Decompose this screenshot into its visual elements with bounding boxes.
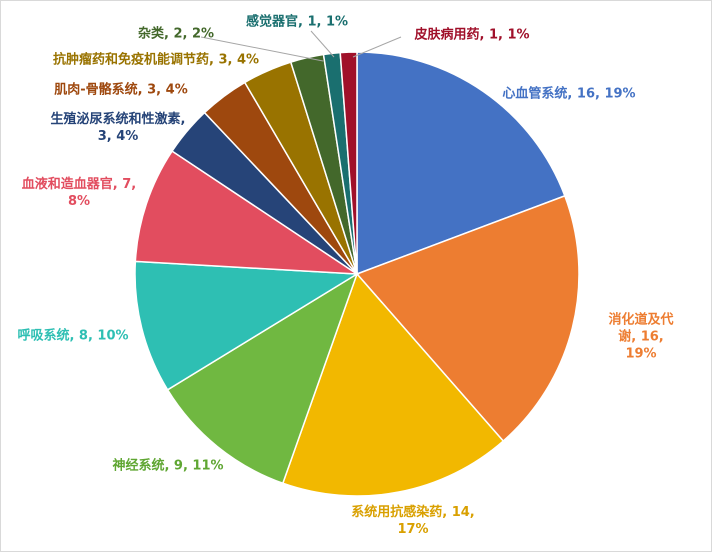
pie-slice (339, 51, 358, 275)
data-label: 杂类, 2, 2% (137, 26, 215, 42)
data-label: 血液和造血器官, 7, 8% (21, 177, 137, 209)
data-label: 呼吸系统, 8, 10% (17, 328, 129, 344)
data-label: 神经系统, 9, 11% (112, 458, 224, 474)
leader-line (310, 30, 335, 58)
data-label: 感觉器官, 1, 1% (245, 14, 349, 30)
pie-slice (355, 194, 580, 443)
pie-slice (356, 51, 566, 276)
data-label: 系统用抗感染药, 14, 17% (351, 505, 475, 537)
data-label: 抗肿瘤药和免疫机能调节药, 3, 4% (52, 52, 260, 68)
pie-slice (166, 272, 359, 485)
data-label: 皮肤病用药, 1, 1% (414, 27, 530, 43)
pie-slice (134, 260, 360, 391)
data-label: 肌肉-骨骼系统, 3, 4% (54, 82, 188, 98)
data-label: 心血管系统, 16, 19% (502, 86, 636, 102)
leader-line (352, 36, 402, 58)
data-label: 消化道及代谢, 16, 19% (608, 312, 674, 362)
pie-slice (134, 150, 360, 275)
leader-line (200, 36, 324, 62)
data-label: 生殖泌尿系统和性激素, 3, 4% (50, 112, 186, 144)
